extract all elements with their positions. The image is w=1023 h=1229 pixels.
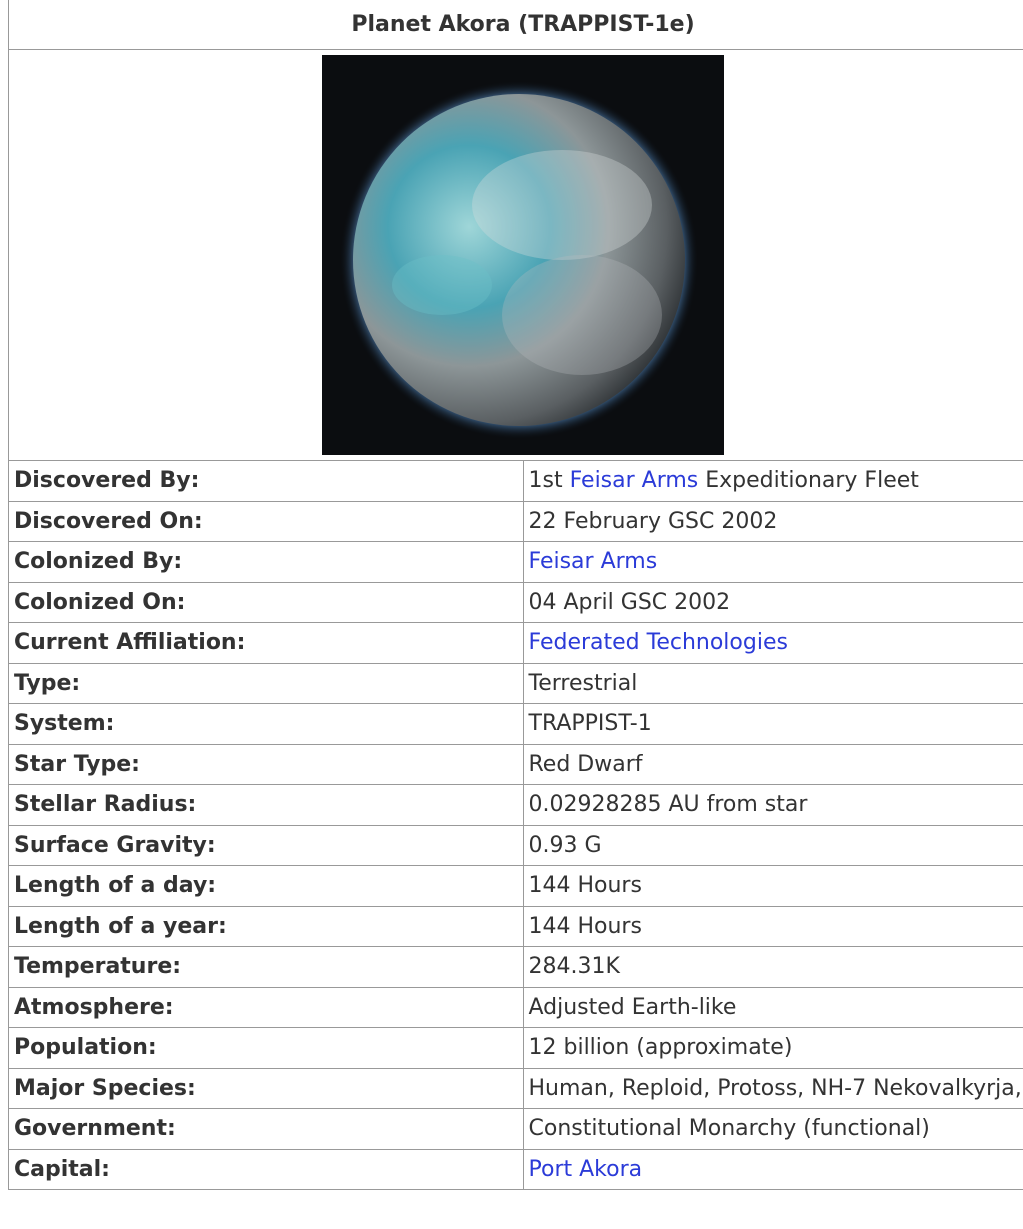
value-link[interactable]: Port Akora [529, 1157, 643, 1182]
row-value: Human, Reploid, Protoss, NH-7 Nekovalkyr… [523, 1068, 1023, 1109]
page: Planet Akora (TRAPPIST-1e) [0, 0, 1023, 1229]
value-text: 04 April GSC 2002 [529, 590, 731, 615]
row-value: 22 February GSC 2002 [523, 501, 1023, 542]
info-row: Stellar Radius:0.02928285 AU from star [9, 785, 1023, 826]
value-text: 144 Hours [529, 873, 642, 898]
value-link[interactable]: Feisar Arms [570, 468, 699, 493]
value-text: Expeditionary Fleet [698, 468, 919, 493]
row-label: Surface Gravity: [9, 825, 524, 866]
row-value: 0.02928285 AU from star [523, 785, 1023, 826]
info-row: Government:Constitutional Monarchy (func… [9, 1109, 1023, 1150]
row-value: 144 Hours [523, 866, 1023, 907]
value-text: 0.93 G [529, 833, 602, 858]
row-value: 284.31K [523, 947, 1023, 988]
info-row: Length of a day:144 Hours [9, 866, 1023, 907]
row-label: Colonized By: [9, 542, 524, 583]
row-label: Discovered On: [9, 501, 524, 542]
info-row: Population:12 billion (approximate) [9, 1028, 1023, 1069]
value-text: 1st [529, 468, 570, 493]
row-value: Red Dwarf [523, 744, 1023, 785]
infobox-title: Planet Akora (TRAPPIST-1e) [9, 0, 1023, 50]
value-text: 284.31K [529, 954, 620, 979]
row-label: Stellar Radius: [9, 785, 524, 826]
info-row: Temperature:284.31K [9, 947, 1023, 988]
info-row: Current Affiliation:Federated Technologi… [9, 623, 1023, 664]
row-value: Federated Technologies [523, 623, 1023, 664]
info-row: Colonized On:04 April GSC 2002 [9, 582, 1023, 623]
info-row: Discovered On:22 February GSC 2002 [9, 501, 1023, 542]
row-value: 144 Hours [523, 906, 1023, 947]
row-label: Length of a day: [9, 866, 524, 907]
info-row: Type:Terrestrial [9, 663, 1023, 704]
info-row: Discovered By:1st Feisar Arms Expedition… [9, 461, 1023, 502]
row-value: Adjusted Earth-like [523, 987, 1023, 1028]
value-text: Constitutional Monarchy (functional) [529, 1116, 930, 1141]
value-link[interactable]: Federated Technologies [529, 630, 788, 655]
value-text: Terrestrial [529, 671, 638, 696]
row-label: Government: [9, 1109, 524, 1150]
row-label: Discovered By: [9, 461, 524, 502]
value-text: Red Dwarf [529, 752, 643, 777]
value-text: 144 Hours [529, 914, 642, 939]
row-label: Type: [9, 663, 524, 704]
info-row: Star Type:Red Dwarf [9, 744, 1023, 785]
row-value: 1st Feisar Arms Expeditionary Fleet [523, 461, 1023, 502]
info-row: Colonized By:Feisar Arms [9, 542, 1023, 583]
row-value: Port Akora [523, 1149, 1023, 1190]
value-text: 22 February GSC 2002 [529, 509, 778, 534]
row-label: Colonized On: [9, 582, 524, 623]
title-row: Planet Akora (TRAPPIST-1e) [9, 0, 1023, 50]
row-label: Atmosphere: [9, 987, 524, 1028]
row-label: Population: [9, 1028, 524, 1069]
infobox-body: Planet Akora (TRAPPIST-1e) [9, 0, 1023, 1190]
row-value: Constitutional Monarchy (functional) [523, 1109, 1023, 1150]
row-value: 0.93 G [523, 825, 1023, 866]
value-text: 12 billion (approximate) [529, 1035, 793, 1060]
row-label: Current Affiliation: [9, 623, 524, 664]
infobox: Planet Akora (TRAPPIST-1e) [8, 0, 1023, 1190]
row-label: Star Type: [9, 744, 524, 785]
info-row: Atmosphere:Adjusted Earth-like [9, 987, 1023, 1028]
info-row: Length of a year:144 Hours [9, 906, 1023, 947]
value-link[interactable]: Feisar Arms [529, 549, 658, 574]
value-text: Adjusted Earth-like [529, 995, 737, 1020]
row-value: Feisar Arms [523, 542, 1023, 583]
image-cell [9, 50, 1023, 461]
row-value: 12 billion (approximate) [523, 1028, 1023, 1069]
row-label: Capital: [9, 1149, 524, 1190]
info-row: Major Species:Human, Reploid, Protoss, N… [9, 1068, 1023, 1109]
row-value: Terrestrial [523, 663, 1023, 704]
info-row: Capital:Port Akora [9, 1149, 1023, 1190]
row-label: Major Species: [9, 1068, 524, 1109]
row-label: Temperature: [9, 947, 524, 988]
value-text: TRAPPIST-1 [529, 711, 652, 736]
row-label: Length of a year: [9, 906, 524, 947]
row-value: 04 April GSC 2002 [523, 582, 1023, 623]
image-row [9, 50, 1023, 461]
row-value: TRAPPIST-1 [523, 704, 1023, 745]
row-label: System: [9, 704, 524, 745]
planet-image [322, 55, 724, 455]
info-row: Surface Gravity:0.93 G [9, 825, 1023, 866]
value-text: Human, Reploid, Protoss, NH-7 Nekovalkyr… [529, 1076, 1023, 1101]
info-row: System:TRAPPIST-1 [9, 704, 1023, 745]
value-text: 0.02928285 AU from star [529, 792, 808, 817]
